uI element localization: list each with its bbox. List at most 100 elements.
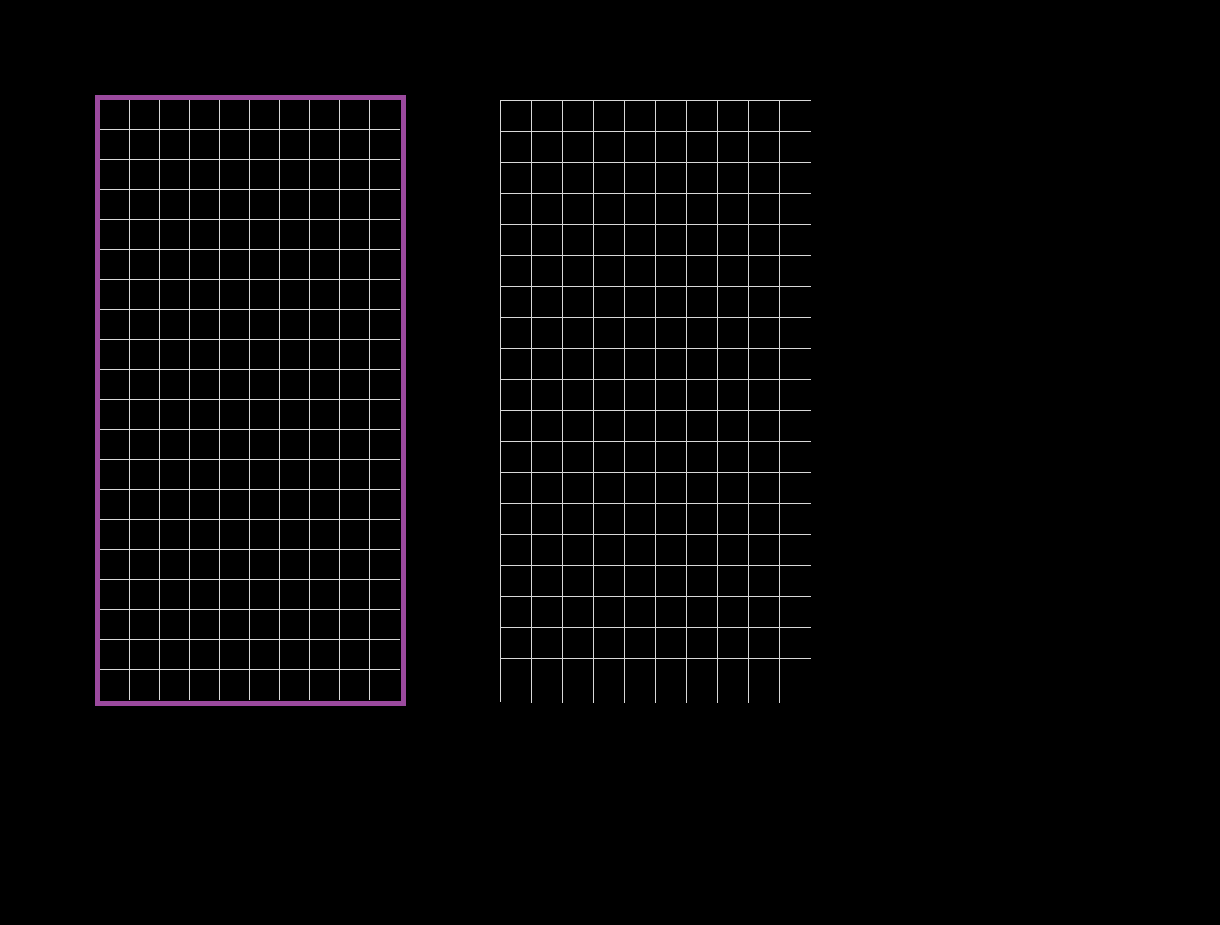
board-cell[interactable] <box>780 597 811 628</box>
board-cell[interactable] <box>749 225 780 256</box>
board-cell[interactable] <box>310 490 340 520</box>
board-cell[interactable] <box>160 220 190 250</box>
board-cell[interactable] <box>280 220 310 250</box>
board-cell[interactable] <box>130 430 160 460</box>
board-cell[interactable] <box>190 130 220 160</box>
board-cell[interactable] <box>625 287 656 318</box>
board-cell[interactable] <box>718 504 749 535</box>
board-cell[interactable] <box>594 411 625 442</box>
board-cell[interactable] <box>220 340 250 370</box>
board-cell[interactable] <box>780 287 811 318</box>
board-cell[interactable] <box>220 190 250 220</box>
board-cell[interactable] <box>749 535 780 566</box>
board-cell[interactable] <box>780 566 811 597</box>
board-cell[interactable] <box>780 318 811 349</box>
board-cell[interactable] <box>563 101 594 132</box>
board-cell[interactable] <box>501 411 532 442</box>
board-cell[interactable] <box>687 442 718 473</box>
board-cell[interactable] <box>220 220 250 250</box>
board-cell[interactable] <box>718 349 749 380</box>
board-cell[interactable] <box>220 610 250 640</box>
board-cell[interactable] <box>780 473 811 504</box>
board-cell[interactable] <box>594 566 625 597</box>
board-cell[interactable] <box>100 160 130 190</box>
board-cell[interactable] <box>780 256 811 287</box>
board-cell[interactable] <box>370 160 400 190</box>
board-cell[interactable] <box>780 194 811 225</box>
board-cell[interactable] <box>656 566 687 597</box>
board-cell[interactable] <box>656 659 687 703</box>
board-cell[interactable] <box>563 225 594 256</box>
board-cell[interactable] <box>656 597 687 628</box>
board-cell[interactable] <box>250 130 280 160</box>
board-cell[interactable] <box>780 349 811 380</box>
board-cell[interactable] <box>100 280 130 310</box>
board-cell[interactable] <box>340 310 370 340</box>
board-cell[interactable] <box>594 101 625 132</box>
board-cell[interactable] <box>656 442 687 473</box>
board-cell[interactable] <box>625 566 656 597</box>
board-cell[interactable] <box>594 225 625 256</box>
board-cell[interactable] <box>370 400 400 430</box>
board-cell[interactable] <box>656 101 687 132</box>
board-cell[interactable] <box>625 535 656 566</box>
board-cell[interactable] <box>310 100 340 130</box>
board-cell[interactable] <box>370 280 400 310</box>
player-board-active[interactable] <box>95 95 406 706</box>
board-cell[interactable] <box>190 610 220 640</box>
board-cell[interactable] <box>687 566 718 597</box>
board-cell[interactable] <box>594 287 625 318</box>
board-cell[interactable] <box>190 370 220 400</box>
board-cell[interactable] <box>687 380 718 411</box>
board-cell[interactable] <box>100 250 130 280</box>
board-cell[interactable] <box>280 670 310 700</box>
board-cell[interactable] <box>532 101 563 132</box>
board-cell[interactable] <box>563 194 594 225</box>
board-cell[interactable] <box>280 490 310 520</box>
board-cell[interactable] <box>250 400 280 430</box>
board-cell[interactable] <box>501 535 532 566</box>
board-cell[interactable] <box>190 220 220 250</box>
opponent-board[interactable] <box>500 100 811 703</box>
board-cell[interactable] <box>160 400 190 430</box>
board-cell[interactable] <box>625 411 656 442</box>
board-cell[interactable] <box>780 132 811 163</box>
board-cell[interactable] <box>130 490 160 520</box>
board-cell[interactable] <box>687 659 718 703</box>
board-cell[interactable] <box>563 504 594 535</box>
board-cell[interactable] <box>625 473 656 504</box>
board-cell[interactable] <box>501 659 532 703</box>
board-cell[interactable] <box>340 370 370 400</box>
board-cell[interactable] <box>687 597 718 628</box>
board-cell[interactable] <box>280 340 310 370</box>
board-cell[interactable] <box>280 430 310 460</box>
board-cell[interactable] <box>310 220 340 250</box>
board-cell[interactable] <box>780 504 811 535</box>
board-cell[interactable] <box>190 400 220 430</box>
board-cell[interactable] <box>749 349 780 380</box>
board-cell[interactable] <box>250 640 280 670</box>
board-cell[interactable] <box>749 256 780 287</box>
board-cell[interactable] <box>340 250 370 280</box>
board-cell[interactable] <box>687 287 718 318</box>
board-cell[interactable] <box>656 411 687 442</box>
board-cell[interactable] <box>501 318 532 349</box>
board-cell[interactable] <box>310 400 340 430</box>
board-cell[interactable] <box>594 380 625 411</box>
board-cell[interactable] <box>160 310 190 340</box>
board-cell[interactable] <box>501 473 532 504</box>
board-cell[interactable] <box>656 535 687 566</box>
board-cell[interactable] <box>749 504 780 535</box>
board-cell[interactable] <box>532 535 563 566</box>
board-cell[interactable] <box>718 287 749 318</box>
board-cell[interactable] <box>563 411 594 442</box>
board-cell[interactable] <box>100 190 130 220</box>
board-cell[interactable] <box>280 250 310 280</box>
board-cell[interactable] <box>340 400 370 430</box>
board-cell[interactable] <box>220 490 250 520</box>
board-cell[interactable] <box>130 160 160 190</box>
board-cell[interactable] <box>718 597 749 628</box>
board-cell[interactable] <box>370 490 400 520</box>
board-cell[interactable] <box>656 473 687 504</box>
board-cell[interactable] <box>718 411 749 442</box>
